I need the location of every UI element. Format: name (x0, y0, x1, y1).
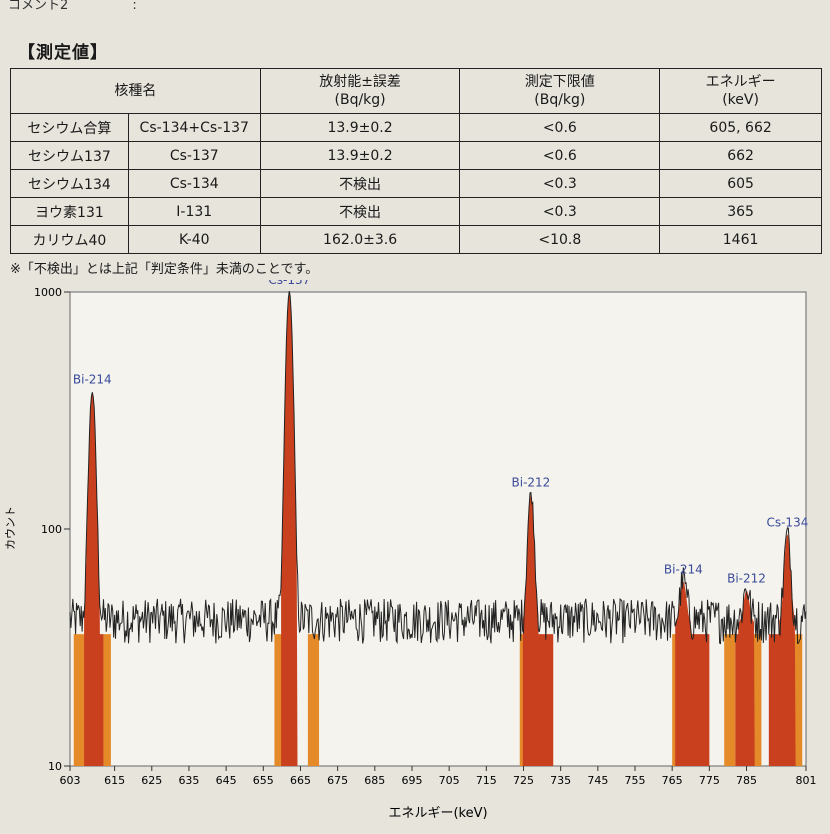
header-activity-unit: (Bq/kg) (334, 92, 386, 108)
results-table: 核種名 放射能±誤差 (Bq/kg) 測定下限値 (Bq/kg) エネルギー (… (10, 68, 822, 254)
y-axis-label: カウント (4, 506, 17, 550)
x-tick-label: 725 (513, 774, 534, 787)
y-tick-label: 1000 (34, 286, 62, 299)
x-tick-label: 645 (216, 774, 237, 787)
row-limit: <0.6 (459, 113, 661, 142)
row-isotope: I-131 (127, 197, 261, 226)
table-row: セシウム合算 Cs-134+Cs-137 13.9±0.2 <0.6 605, … (10, 113, 822, 142)
x-tick-label: 625 (141, 774, 162, 787)
x-tick-label: 655 (253, 774, 274, 787)
header-limit-unit: (Bq/kg) (534, 92, 586, 108)
x-tick-label: 695 (401, 774, 422, 787)
table-row: セシウム137 Cs-137 13.9±0.2 <0.6 662 (10, 141, 822, 170)
row-limit: <0.3 (459, 197, 661, 226)
row-isotope: Cs-134+Cs-137 (127, 113, 261, 142)
x-tick-label: 635 (178, 774, 199, 787)
table-header-row: 核種名 放射能±誤差 (Bq/kg) 測定下限値 (Bq/kg) エネルギー (… (10, 68, 822, 114)
y-tick-label: 100 (41, 523, 62, 536)
row-limit: <0.6 (459, 141, 661, 170)
x-tick-label: 785 (736, 774, 757, 787)
x-tick-label: 705 (439, 774, 460, 787)
row-energy: 605 (659, 169, 822, 198)
x-tick-label: 755 (625, 774, 646, 787)
row-activity: 162.0±3.6 (259, 225, 461, 254)
section-title: 【測定値】 (18, 43, 108, 63)
x-tick-label: 715 (476, 774, 497, 787)
x-tick-label: 765 (662, 774, 683, 787)
header-nuclide: 核種名 (10, 68, 261, 114)
x-tick-label: 685 (364, 774, 385, 787)
comment-colon: : (132, 0, 137, 13)
row-activity: 不検出 (259, 169, 461, 198)
spectrum-chart: Bi-214 Cs-137 Bi-212 Bi-214 Bi-212 Cs-134 603… (0, 273, 830, 830)
x-tick-label: 801 (796, 774, 817, 787)
x-tick-label: 675 (327, 774, 348, 787)
y-tick-label: 10 (48, 760, 62, 773)
roi-band (73, 634, 85, 766)
spectrum-svg: Bi-214 Cs-137 Bi-212 Bi-214 Bi-212 Cs-134 603… (4, 273, 817, 821)
roi-band (768, 634, 780, 766)
row-energy: 1461 (659, 225, 822, 254)
peak-label: Bi-212 (727, 572, 766, 586)
table-row: カリウム40 K-40 162.0±3.6 <10.8 1461 (10, 225, 822, 254)
peak-fill (738, 590, 755, 766)
peak-fill (675, 581, 692, 766)
peak-label: Bi-212 (512, 475, 551, 489)
header-activity-label: 放射能±誤差 (319, 74, 401, 90)
header-energy: エネルギー (keV) (659, 68, 822, 114)
header-limit-label: 測定下限値 (524, 74, 595, 90)
row-name: カリウム40 (10, 225, 129, 254)
row-energy: 365 (659, 197, 822, 226)
row-activity: 13.9±0.2 (259, 113, 461, 142)
header-limit: 測定下限値 (Bq/kg) (459, 68, 661, 114)
row-energy: 662 (659, 141, 822, 170)
peak-label: Cs-134 (766, 515, 808, 529)
header-energy-unit: (keV) (722, 92, 759, 108)
table-row: セシウム134 Cs-134 不検出 <0.3 605 (10, 169, 822, 198)
row-name: セシウム137 (10, 141, 129, 170)
roi-band (274, 634, 282, 766)
row-name: セシウム134 (10, 169, 129, 198)
table-row: ヨウ素131 I-131 不検出 <0.3 365 (10, 197, 822, 226)
comment-line: コメント2 : (8, 0, 137, 13)
row-energy: 605, 662 (659, 113, 822, 142)
x-tick-label: 775 (699, 774, 720, 787)
row-name: ヨウ素131 (10, 197, 129, 226)
x-tick-label: 745 (587, 774, 608, 787)
x-tick-label: 735 (550, 774, 571, 787)
row-isotope: Cs-137 (127, 141, 261, 170)
x-tick-label: 615 (104, 774, 125, 787)
roi-band (724, 634, 736, 766)
row-limit: <0.3 (459, 169, 661, 198)
row-isotope: K-40 (127, 225, 261, 254)
header-activity: 放射能±誤差 (Bq/kg) (259, 68, 461, 114)
peak-label: Cs-137 (268, 280, 310, 287)
roi-band (103, 634, 111, 766)
x-axis-label: エネルギー(keV) (388, 806, 487, 821)
x-tick-label: 665 (290, 774, 311, 787)
footnote: ※「不検出」とは上記「判定条件」未満のことです。 (10, 262, 319, 277)
header-energy-label: エネルギー (705, 74, 776, 90)
row-activity: 13.9±0.2 (259, 141, 461, 170)
x-tick-label: 603 (60, 774, 81, 787)
spectrum-trace (69, 291, 807, 645)
peak-label: Bi-214 (664, 563, 703, 577)
row-limit: <10.8 (459, 225, 661, 254)
comment-label: コメント2 (8, 0, 69, 13)
row-name: セシウム合算 (10, 113, 129, 142)
peak-label: Bi-214 (73, 373, 112, 387)
row-activity: 不検出 (259, 197, 461, 226)
roi-band (750, 634, 762, 766)
roi-band (791, 634, 803, 766)
roi-band (307, 634, 320, 766)
axis-layer: 603 615 625 635 645 655 665 675 685 695 705 715 725 7… (34, 286, 817, 787)
row-isotope: Cs-134 (127, 169, 261, 198)
